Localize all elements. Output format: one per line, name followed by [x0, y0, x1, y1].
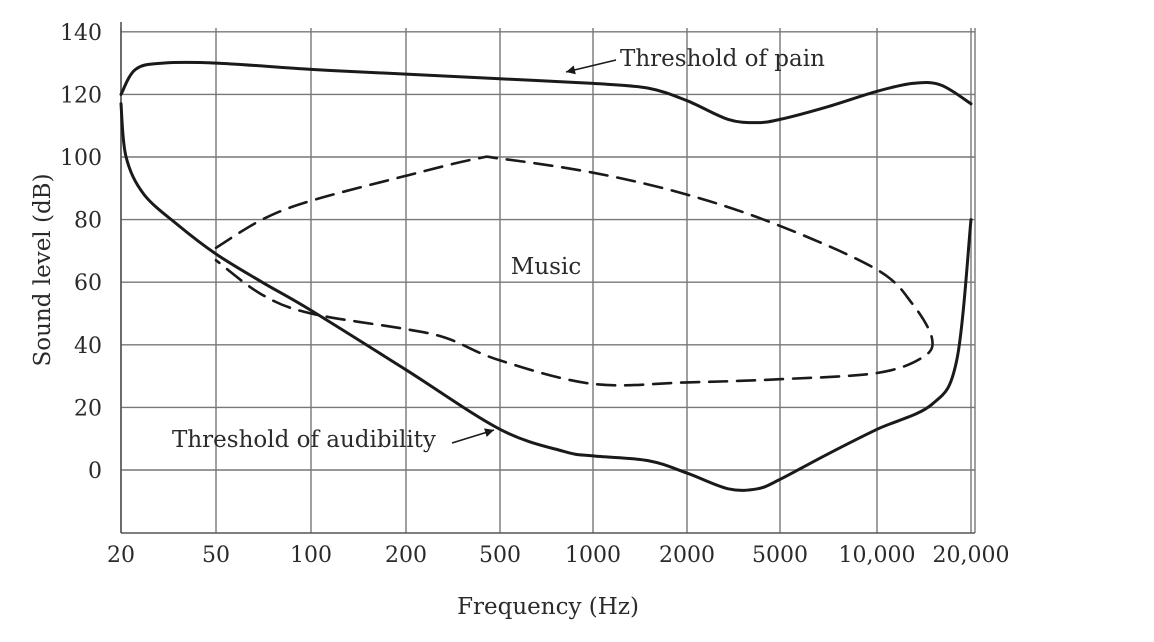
threshold-of-audibility-curve [119, 102, 973, 492]
y-tick-label: 120 [60, 83, 102, 108]
x-tick-label: 20,000 [933, 543, 1010, 568]
annotation-layer: Threshold of pain Threshold of audibility… [172, 46, 825, 453]
x-tick-label: 5000 [752, 543, 808, 568]
x-tick-label: 100 [290, 543, 332, 568]
x-tick-label: 10,000 [839, 543, 916, 568]
x-tick-label: 2000 [659, 543, 715, 568]
x-tick-label: 20 [107, 543, 135, 568]
threshold-of-audibility-arrowhead [484, 428, 494, 437]
y-tick-label: 140 [60, 21, 102, 46]
x-axis-ticks: 20 50 100 200 500 1000 2000 5000 10,000 20,000 [107, 543, 1009, 568]
y-tick-label: 20 [74, 396, 102, 421]
y-axis-ticks: 0 20 40 60 80 100 120 140 [60, 21, 102, 484]
x-tick-label: 200 [385, 543, 427, 568]
threshold-of-pain-arrowhead [566, 65, 576, 75]
y-tick-label: 40 [74, 334, 102, 359]
threshold-of-pain-curve [119, 60, 973, 125]
threshold-of-audibility-annotation: Threshold of audibility [172, 427, 436, 453]
x-tick-label: 1000 [565, 543, 621, 568]
y-tick-label: 80 [74, 209, 102, 234]
y-tick-label: 0 [88, 459, 102, 484]
y-axis-label: Sound level (dB) [30, 173, 56, 366]
series-layer [119, 60, 973, 492]
threshold-of-pain-annotation: Threshold of pain [620, 46, 825, 72]
x-tick-label: 500 [479, 543, 521, 568]
x-tick-label: 50 [202, 543, 230, 568]
y-tick-label: 60 [74, 271, 102, 296]
chart-grid [120, 22, 976, 534]
music-curve [214, 155, 934, 387]
music-annotation: Music [511, 254, 581, 280]
y-tick-label: 100 [60, 146, 102, 171]
x-axis-label: Frequency (Hz) [457, 594, 639, 620]
